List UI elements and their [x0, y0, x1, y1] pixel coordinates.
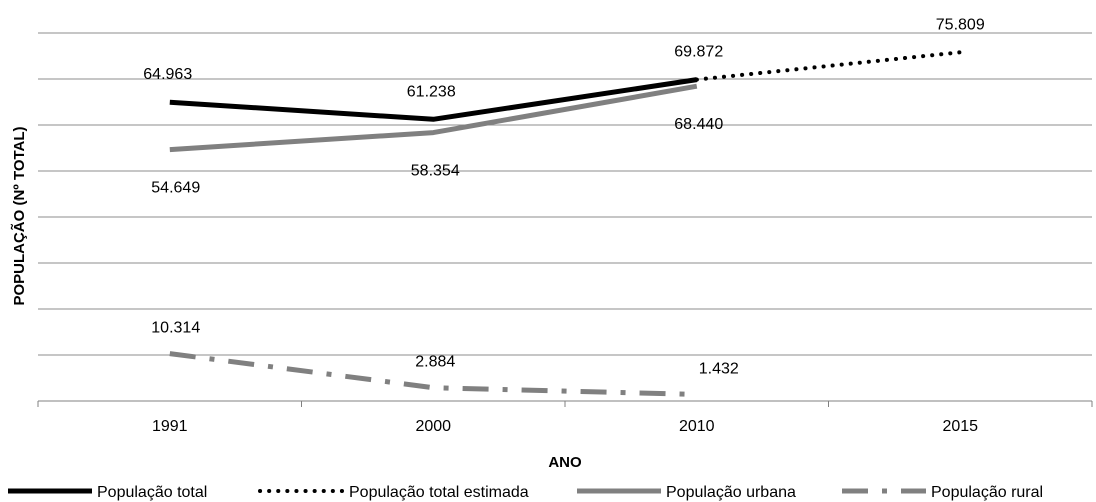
series-line-2 — [694, 50, 963, 82]
data-label: 58.354 — [411, 163, 460, 180]
series-line-1 — [169, 77, 698, 122]
x-axis-label: ANO — [548, 454, 582, 471]
x-tick-labels: 1991 2000 2010 2015 — [152, 418, 978, 435]
data-label: 69.872 — [674, 44, 723, 61]
y-axis-label: POPULAÇÃO (Nº TOTAL) — [10, 126, 28, 305]
data-label: 61.238 — [407, 83, 456, 100]
legend-label: População total estimada — [349, 484, 529, 501]
legend-label: População rural — [931, 484, 1043, 501]
x-tick-label: 2010 — [679, 418, 715, 435]
data-label: 1.432 — [699, 360, 739, 377]
legend-label: População total — [97, 484, 207, 501]
data-label: 54.649 — [151, 180, 200, 197]
data-label: 64.963 — [143, 66, 192, 83]
x-tick-label: 2000 — [415, 418, 451, 435]
legend: População total População total estimada P… — [8, 484, 1043, 501]
legend-label: População urbana — [666, 484, 796, 501]
data-label: 75.809 — [936, 16, 985, 33]
gridlines — [38, 32, 1092, 356]
x-tick-label: 2015 — [942, 418, 978, 435]
x-axis — [37, 400, 1093, 407]
data-labels: 64.963 61.238 69.872 75.809 54.649 58.354 68.4… — [143, 16, 985, 377]
x-tick-label: 1991 — [152, 418, 188, 435]
data-label: 68.440 — [674, 116, 723, 133]
data-label: 10.314 — [151, 320, 200, 337]
series-group — [169, 50, 963, 397]
series-line-3 — [169, 83, 698, 153]
data-label: 2.884 — [415, 354, 455, 371]
